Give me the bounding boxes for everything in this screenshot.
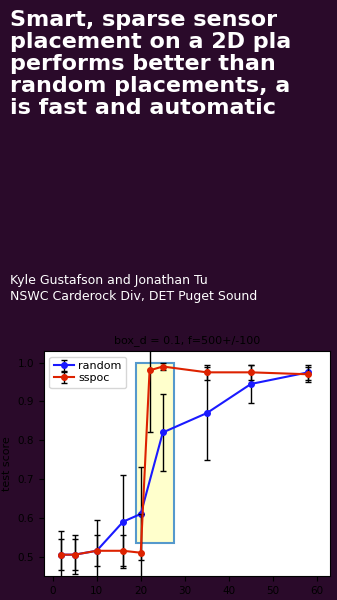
Legend: random, sspoc: random, sspoc xyxy=(49,356,126,388)
Y-axis label: test score: test score xyxy=(2,436,12,491)
Bar xyxy=(136,362,174,543)
Text: Kyle Gustafson and Jonathan Tu
NSWC Carderock Div, DET Puget Sound: Kyle Gustafson and Jonathan Tu NSWC Card… xyxy=(10,274,257,302)
Title: box_d = 0.1, f=500+/-100: box_d = 0.1, f=500+/-100 xyxy=(114,335,260,346)
Text: Smart, sparse sensor
placement on a 2D pla
performs better than
random placement: Smart, sparse sensor placement on a 2D p… xyxy=(10,10,292,118)
